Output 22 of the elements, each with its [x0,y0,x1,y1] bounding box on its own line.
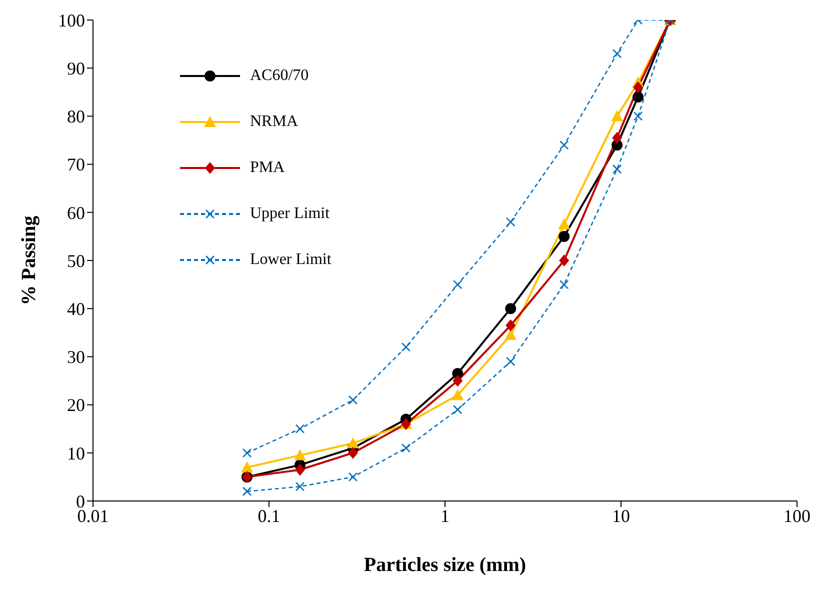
y-tick-label: 80 [67,106,85,127]
legend-label: Upper Limit [250,205,330,223]
y-tick-label: 100 [58,10,85,30]
y-axis-title: % Passing [18,216,40,306]
y-tick-label: 60 [67,202,85,223]
y-tick-label: 50 [67,250,85,271]
y-tick-label: 30 [67,347,85,368]
legend-label: AC60/70 [250,67,309,85]
x-axis-title: Particles size (mm) [364,554,526,576]
legend-label: Lower Limit [250,251,332,269]
y-tick-label: 40 [67,298,85,319]
legend-label: PMA [250,159,285,177]
legend-label: NRMA [250,113,298,131]
y-tick-label: 20 [67,395,85,416]
x-tick-label: 100 [784,506,810,526]
y-tick-label: 0 [76,491,85,512]
y-tick-label: 90 [67,58,85,78]
y-tick-label: 70 [67,154,85,175]
x-tick-label: 1 [440,506,450,526]
x-tick-label: 10 [612,506,630,526]
x-tick-label: 0.1 [258,506,280,526]
y-tick-label: 10 [67,443,85,464]
